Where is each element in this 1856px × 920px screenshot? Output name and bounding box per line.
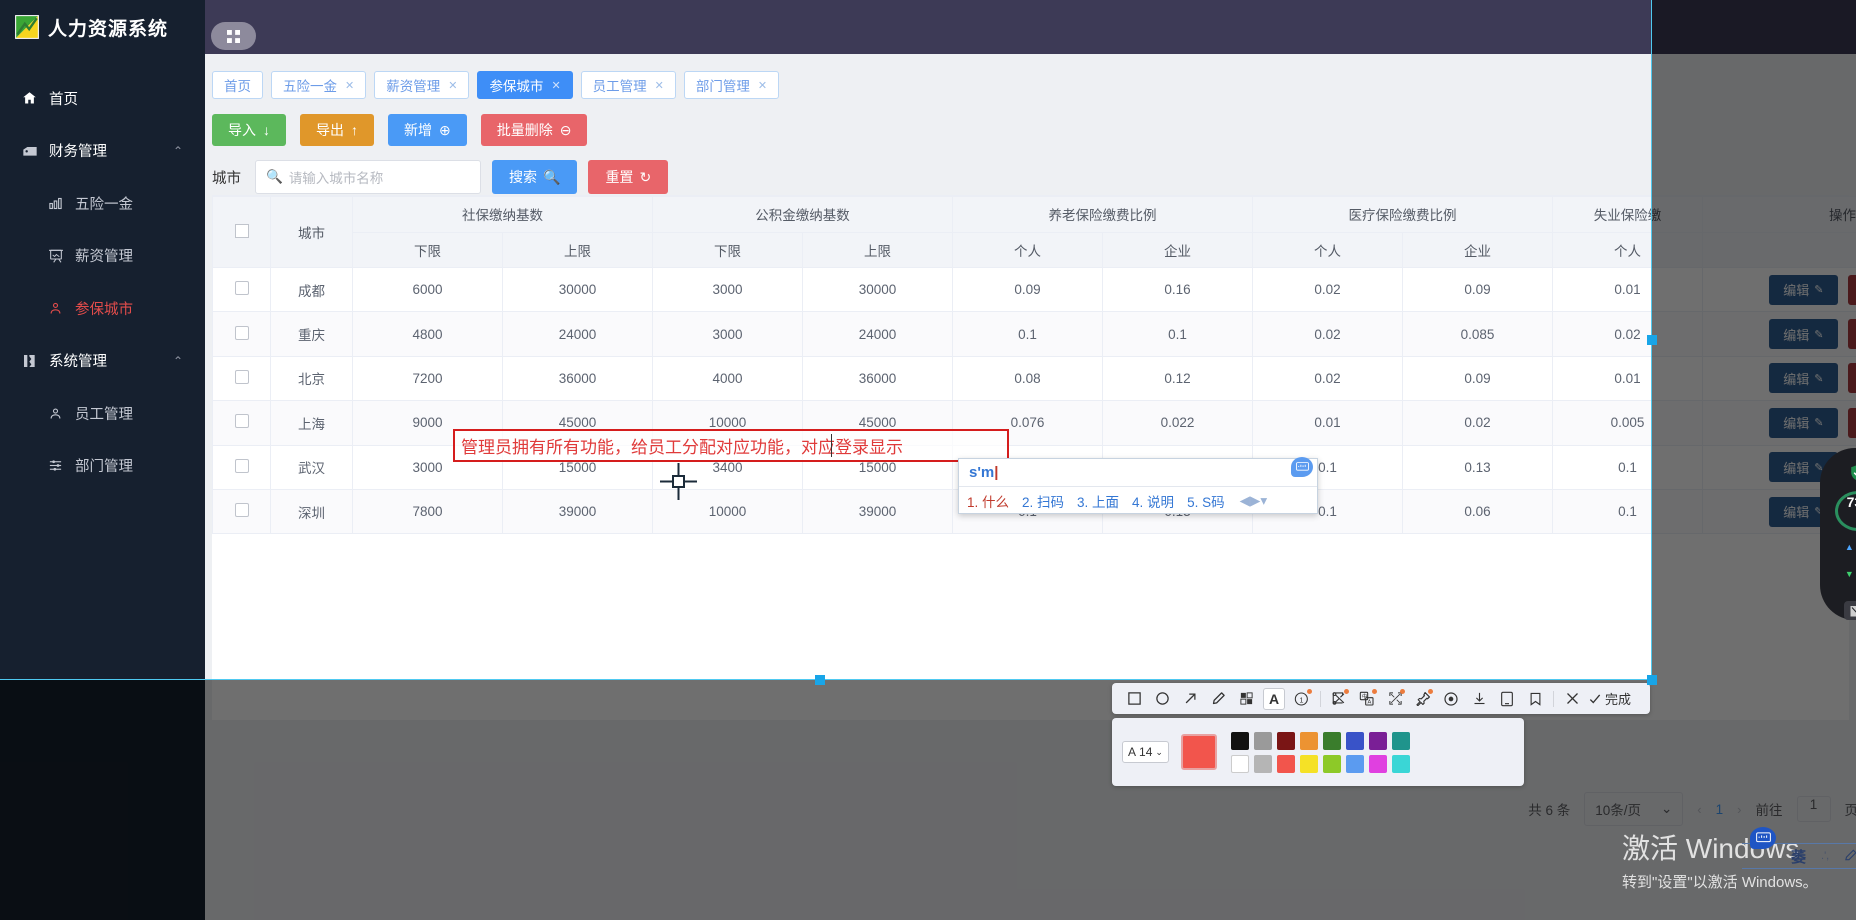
svg-text:1: 1 [1299,695,1303,704]
svg-text:A: A [1367,699,1371,705]
